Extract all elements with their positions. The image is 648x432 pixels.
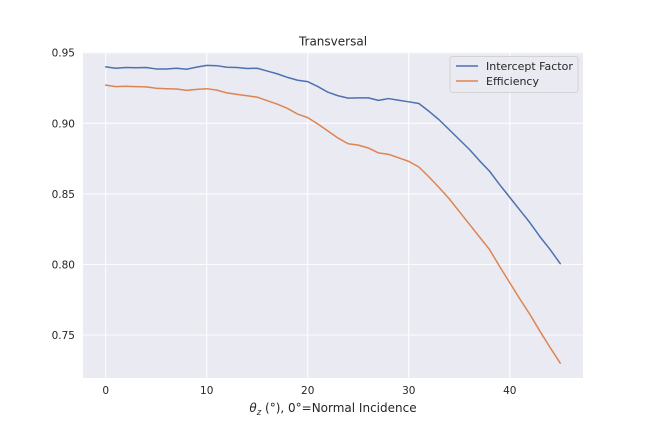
y-tick-label: 0.85	[52, 189, 75, 201]
x-axis-label: θz (°), 0°=Normal Incidence	[249, 401, 416, 418]
y-tick-label: 0.90	[52, 118, 75, 130]
x-tick-label: 0	[102, 385, 109, 397]
x-tick-label: 10	[200, 385, 213, 397]
series-line-intercept-factor	[104, 64, 562, 265]
x-tick-label: 20	[301, 385, 314, 397]
legend: Intercept Factor Efficiency	[449, 56, 579, 93]
x-tick-label: 30	[402, 385, 415, 397]
x-tick-labels: 0 10 20 30 40	[102, 385, 516, 397]
series-line-efficiency	[104, 84, 562, 364]
y-tick-labels: 0.75 0.80 0.85 0.90 0.95	[52, 48, 75, 342]
grid	[83, 52, 583, 378]
x-tick-label: 40	[503, 385, 516, 397]
y-tick-label: 0.75	[52, 330, 75, 342]
legend-label-intercept-factor: Intercept Factor	[486, 60, 573, 73]
x-axis-label-text: (°), 0°=Normal Incidence	[261, 401, 416, 415]
plot-background	[83, 52, 583, 378]
legend-label-efficiency: Efficiency	[486, 75, 539, 88]
x-axis-label-symbol: θ	[249, 401, 257, 415]
series-lines	[104, 64, 562, 364]
y-tick-label: 0.95	[52, 48, 75, 60]
x-axis-label-subscript: z	[256, 408, 262, 418]
y-tick-label: 0.80	[52, 259, 75, 271]
chart-title: Transversal	[298, 35, 367, 49]
legend-box	[449, 56, 579, 93]
